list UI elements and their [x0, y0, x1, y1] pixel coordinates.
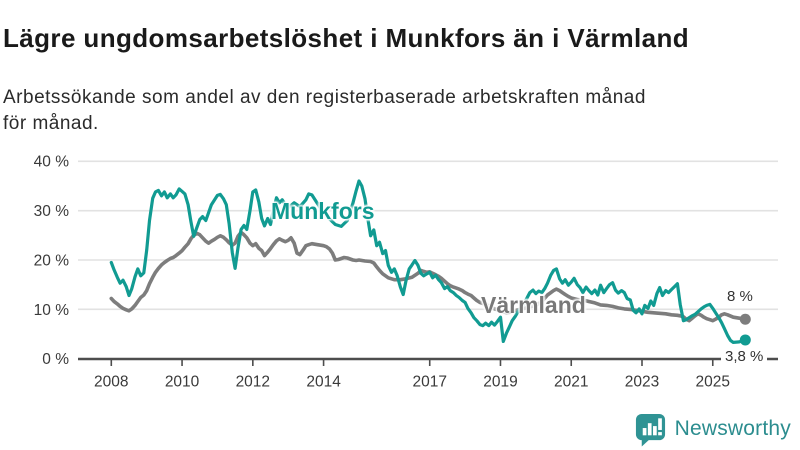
chart-subtitle: Arbetssökande som andel av den registerb…: [3, 85, 783, 137]
x-axis-label-2021: 2021: [554, 373, 588, 390]
x-axis-label-2010: 2010: [165, 373, 200, 390]
x-axis-label-2019: 2019: [483, 373, 517, 390]
x-axis-label-2008: 2008: [94, 373, 128, 390]
x-axis-label-2025: 2025: [696, 373, 730, 390]
end-dot-värmland: [739, 313, 751, 325]
end-value-label-munkfors: 3,8 %: [721, 348, 768, 365]
x-axis-label-2017: 2017: [412, 373, 446, 390]
end-dot-munkfors: [739, 334, 751, 346]
y-axis-label-10: 10 %: [34, 302, 70, 319]
line-värmland: [109, 230, 748, 323]
series-label-varmland: Värmland: [481, 292, 586, 318]
y-axis-label-30: 30 %: [34, 203, 70, 220]
page-title: Lägre ungdomsarbetslöshet i Munkfors än …: [3, 23, 690, 54]
x-axis-label-2012: 2012: [236, 373, 270, 390]
y-axis-label-0: 0 %: [42, 351, 69, 368]
newsworthy-logo-text: Newsworthy: [674, 417, 791, 440]
series-label-munkfors: Munkfors: [271, 198, 375, 224]
newsworthy-logo-icon: [635, 413, 665, 447]
x-axis-label-2023: 2023: [625, 373, 659, 390]
end-value-label-varmland: 8 %: [727, 288, 753, 305]
y-axis-label-20: 20 %: [34, 252, 70, 269]
y-axis-label-40: 40 %: [34, 154, 70, 171]
subtitle-line-1: Arbetssökande som andel av den registerb…: [3, 87, 646, 108]
newsworthy-branding: Newsworthy: [634, 411, 791, 447]
subtitle-line-2: för månad.: [3, 113, 99, 134]
line-munkfors: [109, 179, 747, 344]
x-axis-label-2014: 2014: [306, 373, 341, 390]
